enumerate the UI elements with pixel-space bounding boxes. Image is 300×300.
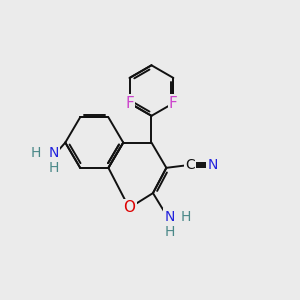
Text: F: F <box>169 96 178 111</box>
Text: O: O <box>123 200 135 215</box>
Text: H: H <box>48 161 59 175</box>
Text: N: N <box>164 210 175 224</box>
Text: F: F <box>125 96 134 111</box>
Text: H: H <box>164 225 175 239</box>
Text: N: N <box>48 146 59 160</box>
Text: H: H <box>181 210 191 224</box>
Text: C: C <box>185 158 195 172</box>
Text: N: N <box>207 158 218 172</box>
Text: H: H <box>30 146 41 160</box>
